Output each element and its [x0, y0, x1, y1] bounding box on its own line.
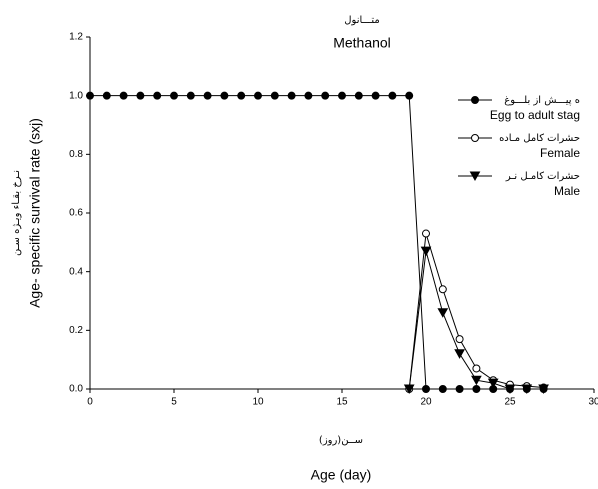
data-point	[422, 385, 430, 393]
data-point	[304, 91, 313, 100]
data-point	[102, 91, 111, 100]
x-axis-title-fa: ســن(روز)	[319, 435, 363, 446]
legend-label: Male	[554, 184, 580, 198]
data-point	[438, 285, 447, 294]
data-point	[437, 308, 449, 318]
data-point	[153, 91, 162, 100]
data-point	[237, 91, 246, 100]
data-point	[270, 91, 279, 100]
legend-marker	[471, 134, 479, 142]
data-point	[254, 91, 262, 100]
data-point	[170, 91, 178, 100]
data-point	[454, 349, 465, 359]
data-point	[203, 91, 212, 100]
data-point	[403, 384, 415, 395]
y-tick-label: 0.6	[69, 208, 83, 219]
data-point	[521, 384, 533, 395]
x-tick-label: 10	[252, 397, 264, 408]
legend-marker	[471, 96, 479, 104]
y-tick-label: 0.0	[69, 384, 83, 395]
data-point	[472, 364, 481, 373]
data-point	[119, 91, 128, 100]
data-point	[186, 91, 195, 100]
y-tick-label: 0.8	[69, 149, 83, 160]
legend-label-fa: ه پیـــش از بلـــوغ	[504, 95, 580, 106]
chart-title-fa: متـــانول	[344, 15, 379, 26]
data-point	[420, 246, 432, 257]
legend-label: Female	[540, 146, 580, 160]
legend-label: Egg to adult stag	[490, 108, 580, 122]
data-point	[220, 91, 229, 100]
data-point	[136, 91, 145, 100]
data-point	[455, 385, 464, 393]
data-point	[438, 385, 447, 393]
data-point	[422, 229, 430, 238]
chart-title: Methanol	[333, 35, 391, 51]
x-tick-label: 5	[171, 397, 177, 408]
data-point	[287, 91, 296, 100]
data-point	[487, 378, 499, 389]
data-point	[504, 384, 516, 395]
y-tick-label: 0.4	[69, 266, 83, 277]
data-point	[338, 91, 346, 100]
data-point	[405, 91, 414, 100]
x-tick-label: 30	[588, 397, 598, 408]
x-tick-label: 20	[420, 397, 432, 408]
data-point	[388, 91, 397, 100]
data-point	[371, 91, 380, 100]
legend-label-fa: حشرات کامـل نـر	[505, 171, 580, 182]
y-axis-title-fa: نـرخ بقـاء ویـژه سـن	[11, 170, 22, 256]
legend-marker	[469, 171, 481, 182]
data-point	[471, 375, 482, 386]
x-axis-title: Age (day)	[311, 467, 372, 483]
data-point	[354, 91, 363, 100]
x-tick-label: 15	[336, 397, 348, 408]
data-point	[321, 91, 330, 100]
x-tick-label: 0	[87, 397, 93, 408]
data-point	[472, 385, 481, 393]
y-axis-title: Age- specific survival rate (sxj)	[27, 118, 43, 308]
series-line	[90, 95, 544, 390]
data-point	[538, 384, 549, 395]
y-tick-label: 1.0	[69, 90, 83, 101]
legend-label-fa: حشرات کامل مـاده	[499, 133, 580, 144]
data-point	[455, 335, 464, 344]
y-tick-label: 1.2	[69, 32, 83, 43]
data-point	[86, 91, 94, 100]
x-tick-label: 25	[504, 397, 516, 408]
y-tick-label: 0.2	[69, 325, 83, 336]
